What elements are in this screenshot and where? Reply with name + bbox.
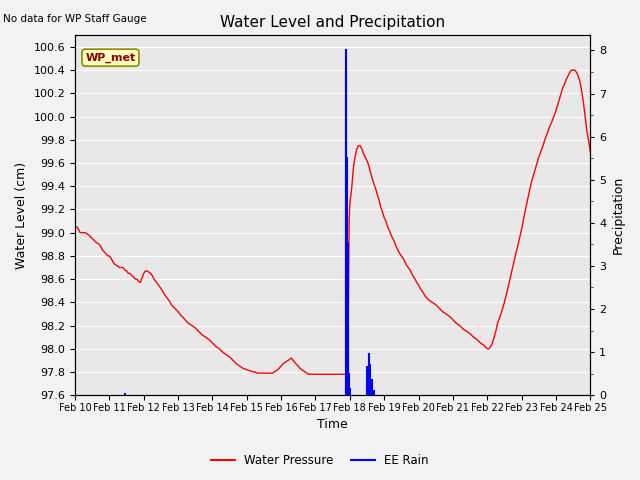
Y-axis label: Water Level (cm): Water Level (cm) bbox=[15, 162, 28, 269]
Text: No data for WP Staff Gauge: No data for WP Staff Gauge bbox=[3, 14, 147, 24]
Text: WP_met: WP_met bbox=[85, 52, 136, 63]
X-axis label: Time: Time bbox=[317, 419, 348, 432]
Legend: Water Pressure, EE Rain: Water Pressure, EE Rain bbox=[207, 449, 433, 472]
Y-axis label: Precipitation: Precipitation bbox=[612, 176, 625, 254]
Title: Water Level and Precipitation: Water Level and Precipitation bbox=[220, 15, 445, 30]
